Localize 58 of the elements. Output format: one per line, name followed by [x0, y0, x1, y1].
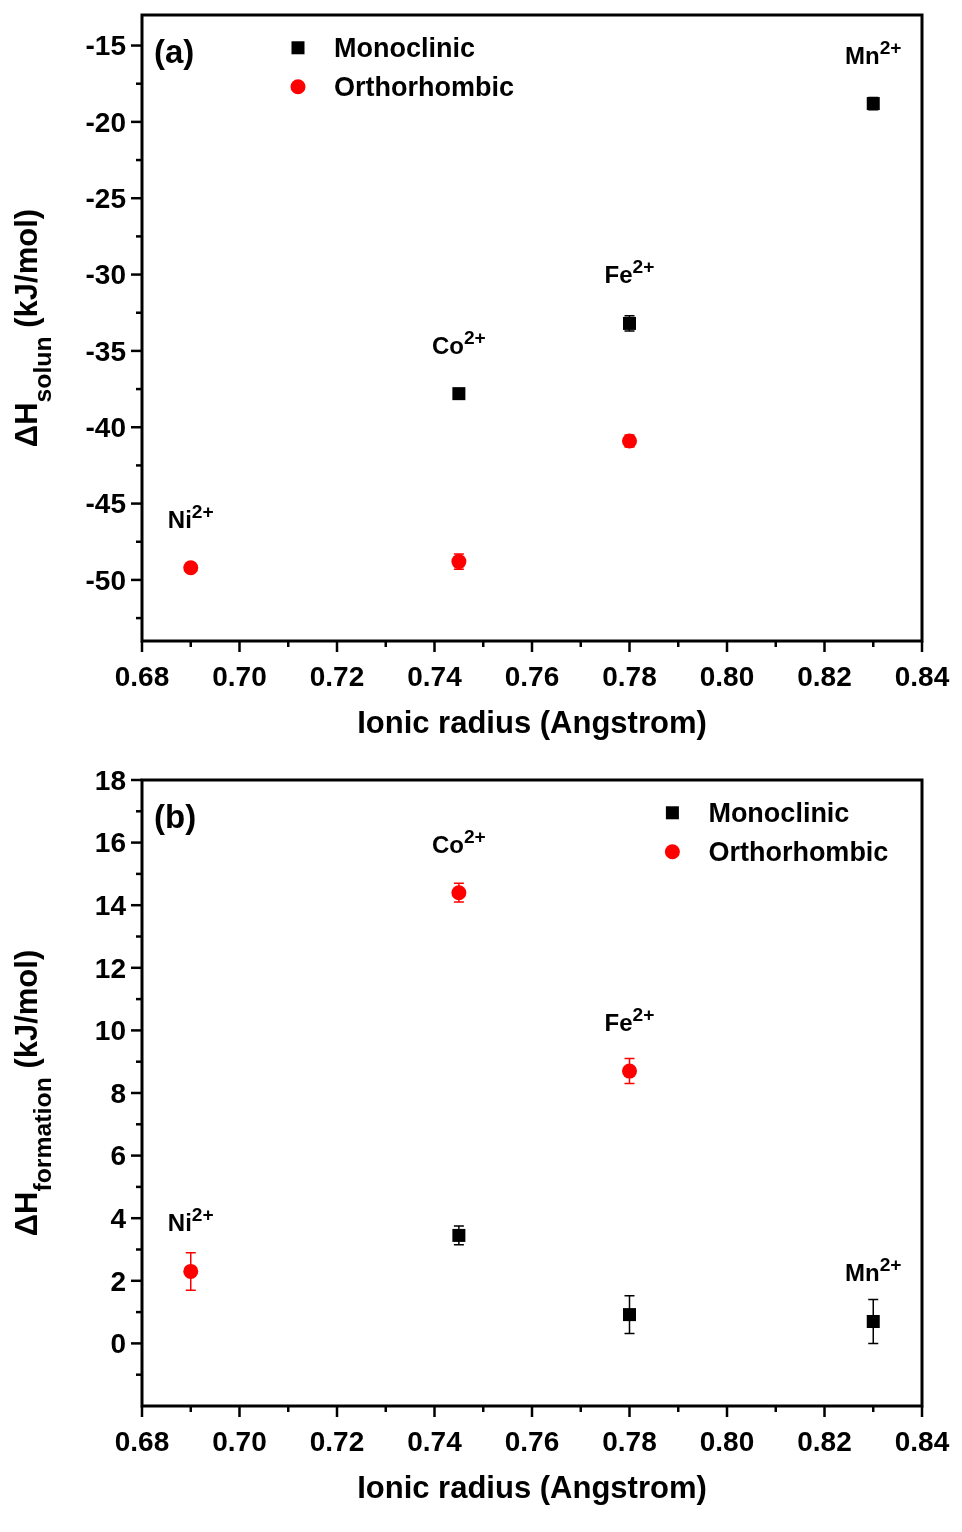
y-tick-label: -50	[85, 564, 126, 596]
annotation: Mn$^{2+}$	[844, 36, 902, 69]
annotation: Co$^{2+}$	[431, 326, 486, 359]
legend-label: Orthorhombic	[708, 837, 889, 868]
legend-label: Orthorhombic	[334, 72, 514, 103]
annotation: (b)	[154, 798, 197, 835]
x-tick-label: 0.74	[407, 661, 463, 692]
y-tick-label: -15	[85, 30, 126, 62]
y-tick-label: -30	[85, 259, 126, 291]
x-tick-label: 0.70	[212, 1426, 267, 1457]
y-tick-label: 14	[94, 890, 127, 921]
x-tick-label: 0.68	[114, 1426, 170, 1457]
x-tick-label: 0.82	[797, 661, 852, 692]
y-tick-label: 4	[110, 1203, 127, 1234]
annotation: (a)	[154, 33, 195, 70]
point	[866, 1314, 880, 1328]
x-tick-label: 0.80	[699, 661, 755, 692]
point	[452, 1228, 466, 1242]
annotation: Ni$^{2+}$	[167, 1203, 214, 1237]
annotation: Ni$^{2+}$	[167, 500, 214, 533]
x-tick-label: 0.82	[797, 1426, 852, 1457]
y-tick-label: 0	[110, 1328, 126, 1360]
y-tick-label: 12	[94, 952, 126, 984]
y-tick-label: -45	[85, 488, 126, 520]
x-tick-label: 0.76	[504, 661, 560, 692]
y-tick-label: -25	[85, 183, 126, 215]
x-tick-label: 0.72	[309, 661, 365, 692]
y-tick-label: 18	[94, 764, 126, 796]
x-tick-label: 0.68	[114, 661, 170, 692]
y-tick-label: -35	[85, 335, 126, 367]
y-tick-label: 2	[110, 1265, 126, 1297]
y-tick-label: 8	[110, 1077, 126, 1109]
x-tick-label: 0.84	[894, 661, 950, 692]
x-tick-label: 0.84	[894, 1426, 950, 1457]
point	[622, 1063, 637, 1079]
y-tick-label: -20	[85, 106, 126, 138]
point	[452, 387, 466, 401]
x-tick-label: 0.70	[212, 661, 267, 692]
x-tick-label: 0.80	[699, 1426, 755, 1457]
y-tick-label: 16	[94, 827, 126, 859]
legend-label: Monoclinic	[334, 33, 475, 64]
annotation: Fe$^{2+}$	[604, 255, 655, 289]
legend-label: Monoclinic	[708, 798, 850, 829]
annotation: Co$^{2+}$	[431, 825, 486, 858]
x-tick-label: 0.78	[602, 661, 657, 692]
x-axis-title: Ionic radius (Angstrom)	[357, 705, 707, 740]
x-tick-label: 0.78	[602, 1426, 657, 1457]
y-tick-label: -40	[85, 412, 126, 444]
point	[623, 1308, 636, 1322]
point	[183, 1263, 199, 1279]
y-tick-label: 6	[110, 1140, 126, 1172]
x-tick-label: 0.74	[407, 1426, 463, 1457]
annotation: Fe$^{2+}$	[604, 1003, 655, 1037]
y-tick-label: 10	[94, 1015, 126, 1047]
x-tick-label: 0.76	[504, 1426, 560, 1457]
annotation: Mn$^{2+}$	[844, 1253, 902, 1287]
x-tick-label: 0.72	[309, 1426, 365, 1457]
x-axis-title: Ionic radius (Angstrom)	[357, 1470, 707, 1505]
